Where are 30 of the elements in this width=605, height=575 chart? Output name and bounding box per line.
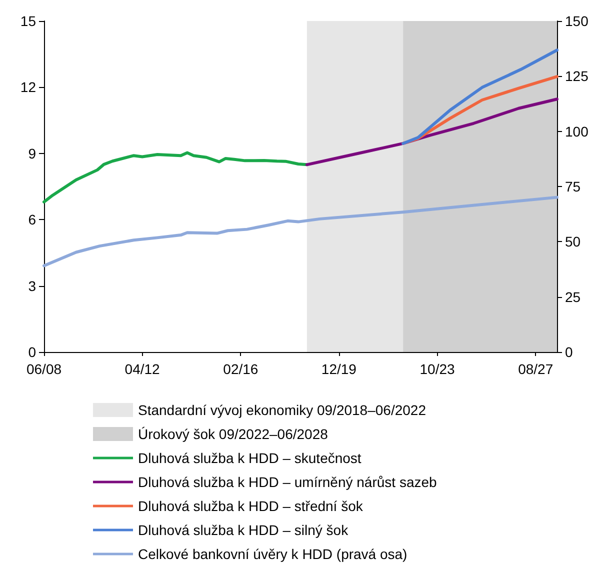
legend-label: Dluhová služba k HDD – silný šok: [138, 522, 350, 538]
x-tick-label: 06/08: [26, 361, 62, 377]
y-tick-label: 12: [20, 79, 36, 96]
legend-label: Standardní vývoj ekonomiky 09/2018–06/2022: [138, 402, 426, 418]
x-tick-label: 04/12: [124, 361, 160, 377]
x-tick-label: 10/23: [420, 361, 455, 377]
y2-tick-label: 100: [565, 123, 589, 140]
legend-label: Celkové bankovní úvěry k HDD (pravá osa): [138, 546, 408, 562]
y2-tick-label: 25: [565, 288, 581, 305]
x-tick-label: 02/16: [223, 361, 258, 377]
line-series: [305, 98, 558, 166]
y2-tick-label: 0: [565, 344, 573, 360]
legend-label: Dluhová služba k HDD – umírněný nárůst sazeb: [138, 474, 438, 490]
y2-tick-label: 75: [565, 178, 581, 194]
y2-tick-label: 150: [565, 13, 589, 29]
y-tick-label: 15: [20, 13, 36, 29]
line-series: [402, 48, 558, 145]
y-tick-label: 0: [28, 344, 36, 360]
y-tick-label: 9: [28, 145, 36, 162]
legend-label: Úrokový šok 09/2022–06/2028: [138, 426, 328, 442]
x-tick-label: 12/19: [321, 361, 357, 377]
legend-label: Dluhová služba k HDD – střední šok: [138, 498, 364, 514]
y2-tick-label: 50: [565, 234, 581, 250]
line-series: [42, 151, 308, 204]
legend-label: Dluhová služba k HDD – skutečnost: [138, 450, 362, 466]
y-tick-label: 6: [28, 212, 36, 228]
y-tick-label: 3: [28, 278, 36, 294]
line-series: [42, 196, 558, 268]
y2-tick-label: 125: [565, 68, 589, 84]
x-tick-label: 08/27: [518, 361, 554, 377]
